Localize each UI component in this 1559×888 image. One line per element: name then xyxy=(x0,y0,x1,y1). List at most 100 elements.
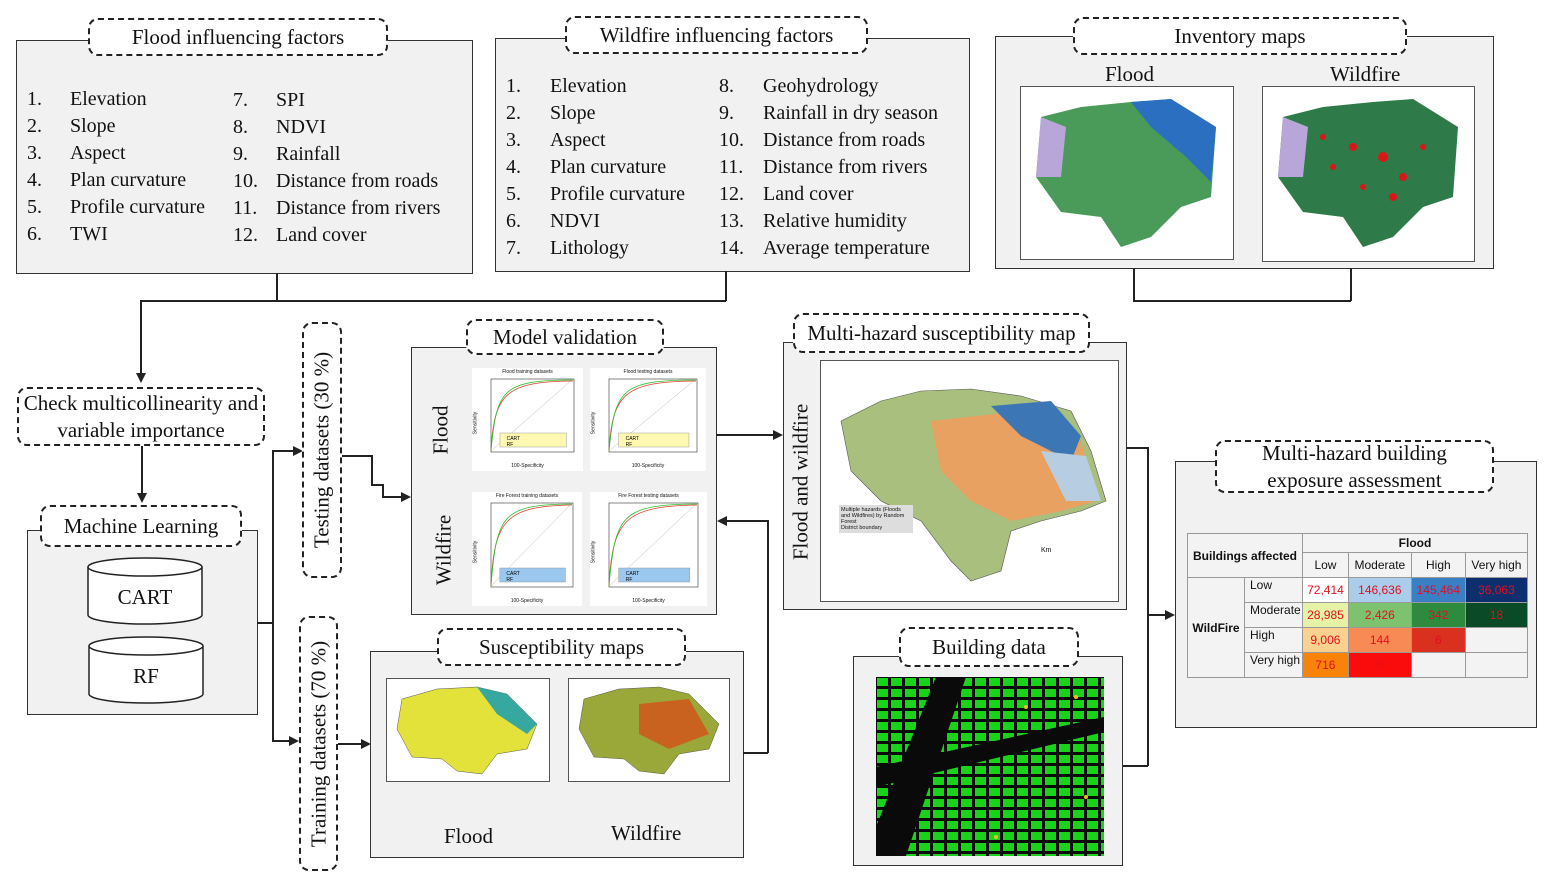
wildfire-factors-title: Wildfire influencing factors xyxy=(565,16,868,54)
flood-factors-box xyxy=(16,40,473,274)
susceptibility-maps-title: Susceptibility maps xyxy=(437,628,686,666)
exposure-cell xyxy=(1464,627,1529,653)
roc-xlabel: 100-Specificity xyxy=(631,463,665,469)
factor-number: 9. xyxy=(719,102,734,124)
wildfire-susceptibility-map xyxy=(568,678,730,782)
legend-cart: CART xyxy=(507,436,521,442)
exposure-table: Buildings affected Flood Low Moderate High V… xyxy=(1187,533,1529,678)
factor-number: 10. xyxy=(719,129,744,151)
factor-name: Average temperature xyxy=(763,237,930,259)
factor-name: NDVI xyxy=(276,116,326,138)
factor-number: 1. xyxy=(506,75,521,97)
roc-frame xyxy=(608,378,698,453)
roc-chart: Fire Forest testing datasets CART RF 100-… xyxy=(590,492,707,606)
legend-rf: RF xyxy=(507,442,514,448)
factor-name: Relative humidity xyxy=(763,210,907,232)
factor-name: Geohydrology xyxy=(763,75,879,97)
exposure-assessment-title: Multi-hazard building exposure assessmen… xyxy=(1215,440,1494,493)
roc-ylabel: Sensitivity xyxy=(472,411,479,434)
validation-flood-label: Flood xyxy=(428,405,453,455)
legend-cart: CART xyxy=(506,571,520,577)
exposure-cell: 28,985 xyxy=(1302,602,1349,628)
factor-name: Slope xyxy=(70,115,116,137)
wildfire-factors-list-2: 8. Geohydrology 9. Rainfall in dry season 10… xyxy=(719,73,938,262)
factor-item: 8. NDVI xyxy=(233,114,440,141)
exposure-cell: 18 xyxy=(1464,602,1529,628)
factor-item: 12. Land cover xyxy=(233,222,440,249)
factor-name: Elevation xyxy=(550,75,627,97)
factor-name: Distance from rivers xyxy=(276,197,441,219)
roc-title: Flood training datasets xyxy=(502,369,553,375)
factor-item: 2. Slope xyxy=(506,100,685,127)
roc-ylabel: Sensitivity xyxy=(472,540,479,564)
factor-name: Rainfall xyxy=(276,143,341,165)
roc-legend xyxy=(499,567,566,583)
flood-class-header: High xyxy=(1410,552,1466,578)
factor-name: Distance from roads xyxy=(276,170,439,192)
machine-learning-title: Machine Learning xyxy=(40,505,242,547)
roc-curve-rf xyxy=(608,503,698,587)
factor-name: Plan curvature xyxy=(70,169,187,191)
susceptibility-flood-label: Flood xyxy=(444,824,494,848)
factor-number: 8. xyxy=(233,116,248,138)
table-row: High 9,006 144 6 xyxy=(1188,627,1529,653)
factor-item: 7. SPI xyxy=(233,87,440,114)
exposure-cell: 72,414 xyxy=(1302,577,1349,603)
wildfire-factors-box xyxy=(495,38,970,272)
table-row: Moderate 28,985 2,426 342 18 xyxy=(1188,602,1529,628)
factor-name: Aspect xyxy=(550,129,606,151)
factor-number: 14. xyxy=(719,237,744,259)
factor-name: Plan curvature xyxy=(550,156,667,178)
flood-class-header: Moderate xyxy=(1347,552,1412,578)
factor-item: 1. Elevation xyxy=(506,73,685,100)
factor-item: 4. Plan curvature xyxy=(27,167,205,194)
factor-item: 6. NDVI xyxy=(506,208,685,235)
factor-item: 14. Average temperature xyxy=(719,235,938,262)
factor-item: 9. Rainfall xyxy=(233,141,440,168)
factor-number: 3. xyxy=(27,142,42,164)
wildfire-header: WildFire xyxy=(1187,577,1245,678)
roc-frame xyxy=(490,502,574,588)
factor-item: 5. Profile curvature xyxy=(506,181,685,208)
factor-number: 12. xyxy=(233,224,258,246)
factor-name: SPI xyxy=(276,89,305,111)
factor-number: 10. xyxy=(233,170,258,192)
factor-item: 9. Rainfall in dry season xyxy=(719,100,938,127)
roc-frame xyxy=(490,378,575,453)
roc-title: Flood testing datasets xyxy=(623,369,673,375)
corner-header: Buildings affected xyxy=(1187,533,1303,578)
factor-name: Profile curvature xyxy=(70,196,205,218)
factor-number: 5. xyxy=(506,183,521,205)
flood-susceptibility-map xyxy=(386,678,550,782)
exposure-cell: 716 xyxy=(1302,652,1349,678)
factor-number: 2. xyxy=(27,115,42,137)
wildfire-class-label: Low xyxy=(1244,577,1303,603)
roc-chart: Flood training datasets CART RF 100-Speci… xyxy=(472,368,583,471)
legend-boundary: District boundary xyxy=(841,525,883,531)
factor-name: Distance from roads xyxy=(763,129,926,151)
factor-number: 4. xyxy=(506,156,521,178)
flood-factors-list-1: 1. Elevation 2. Slope 3. Aspect 4. Plan curvatu… xyxy=(27,86,205,248)
factor-item: 11. Distance from rivers xyxy=(719,154,938,181)
susceptibility-wildfire-label: Wildfire xyxy=(611,821,682,845)
roc-legend xyxy=(618,432,690,448)
factor-number: 12. xyxy=(719,183,744,205)
factor-name: Slope xyxy=(550,102,596,124)
factor-name: Profile curvature xyxy=(550,183,685,205)
factor-number: 13. xyxy=(719,210,744,232)
factor-item: 2. Slope xyxy=(27,113,205,140)
legend-rf: RF xyxy=(626,442,633,448)
flood-and-wildfire-label: Flood and wildfire xyxy=(788,403,813,561)
factor-item: 10. Distance from roads xyxy=(719,127,938,154)
factor-item: 10. Distance from roads xyxy=(233,168,440,195)
rf-label: RF xyxy=(133,664,159,688)
cart-model-cylinder: CART xyxy=(87,557,203,625)
exposure-cell xyxy=(1410,652,1466,678)
roc-chart: Flood testing datasets CART RF 100-Specif… xyxy=(590,368,706,471)
flood-class-header: Very high xyxy=(1464,552,1529,578)
factor-number: 6. xyxy=(27,223,42,245)
inventory-title: Inventory maps xyxy=(1073,17,1407,55)
factor-name: Aspect xyxy=(70,142,126,164)
factor-number: 2. xyxy=(506,102,521,124)
